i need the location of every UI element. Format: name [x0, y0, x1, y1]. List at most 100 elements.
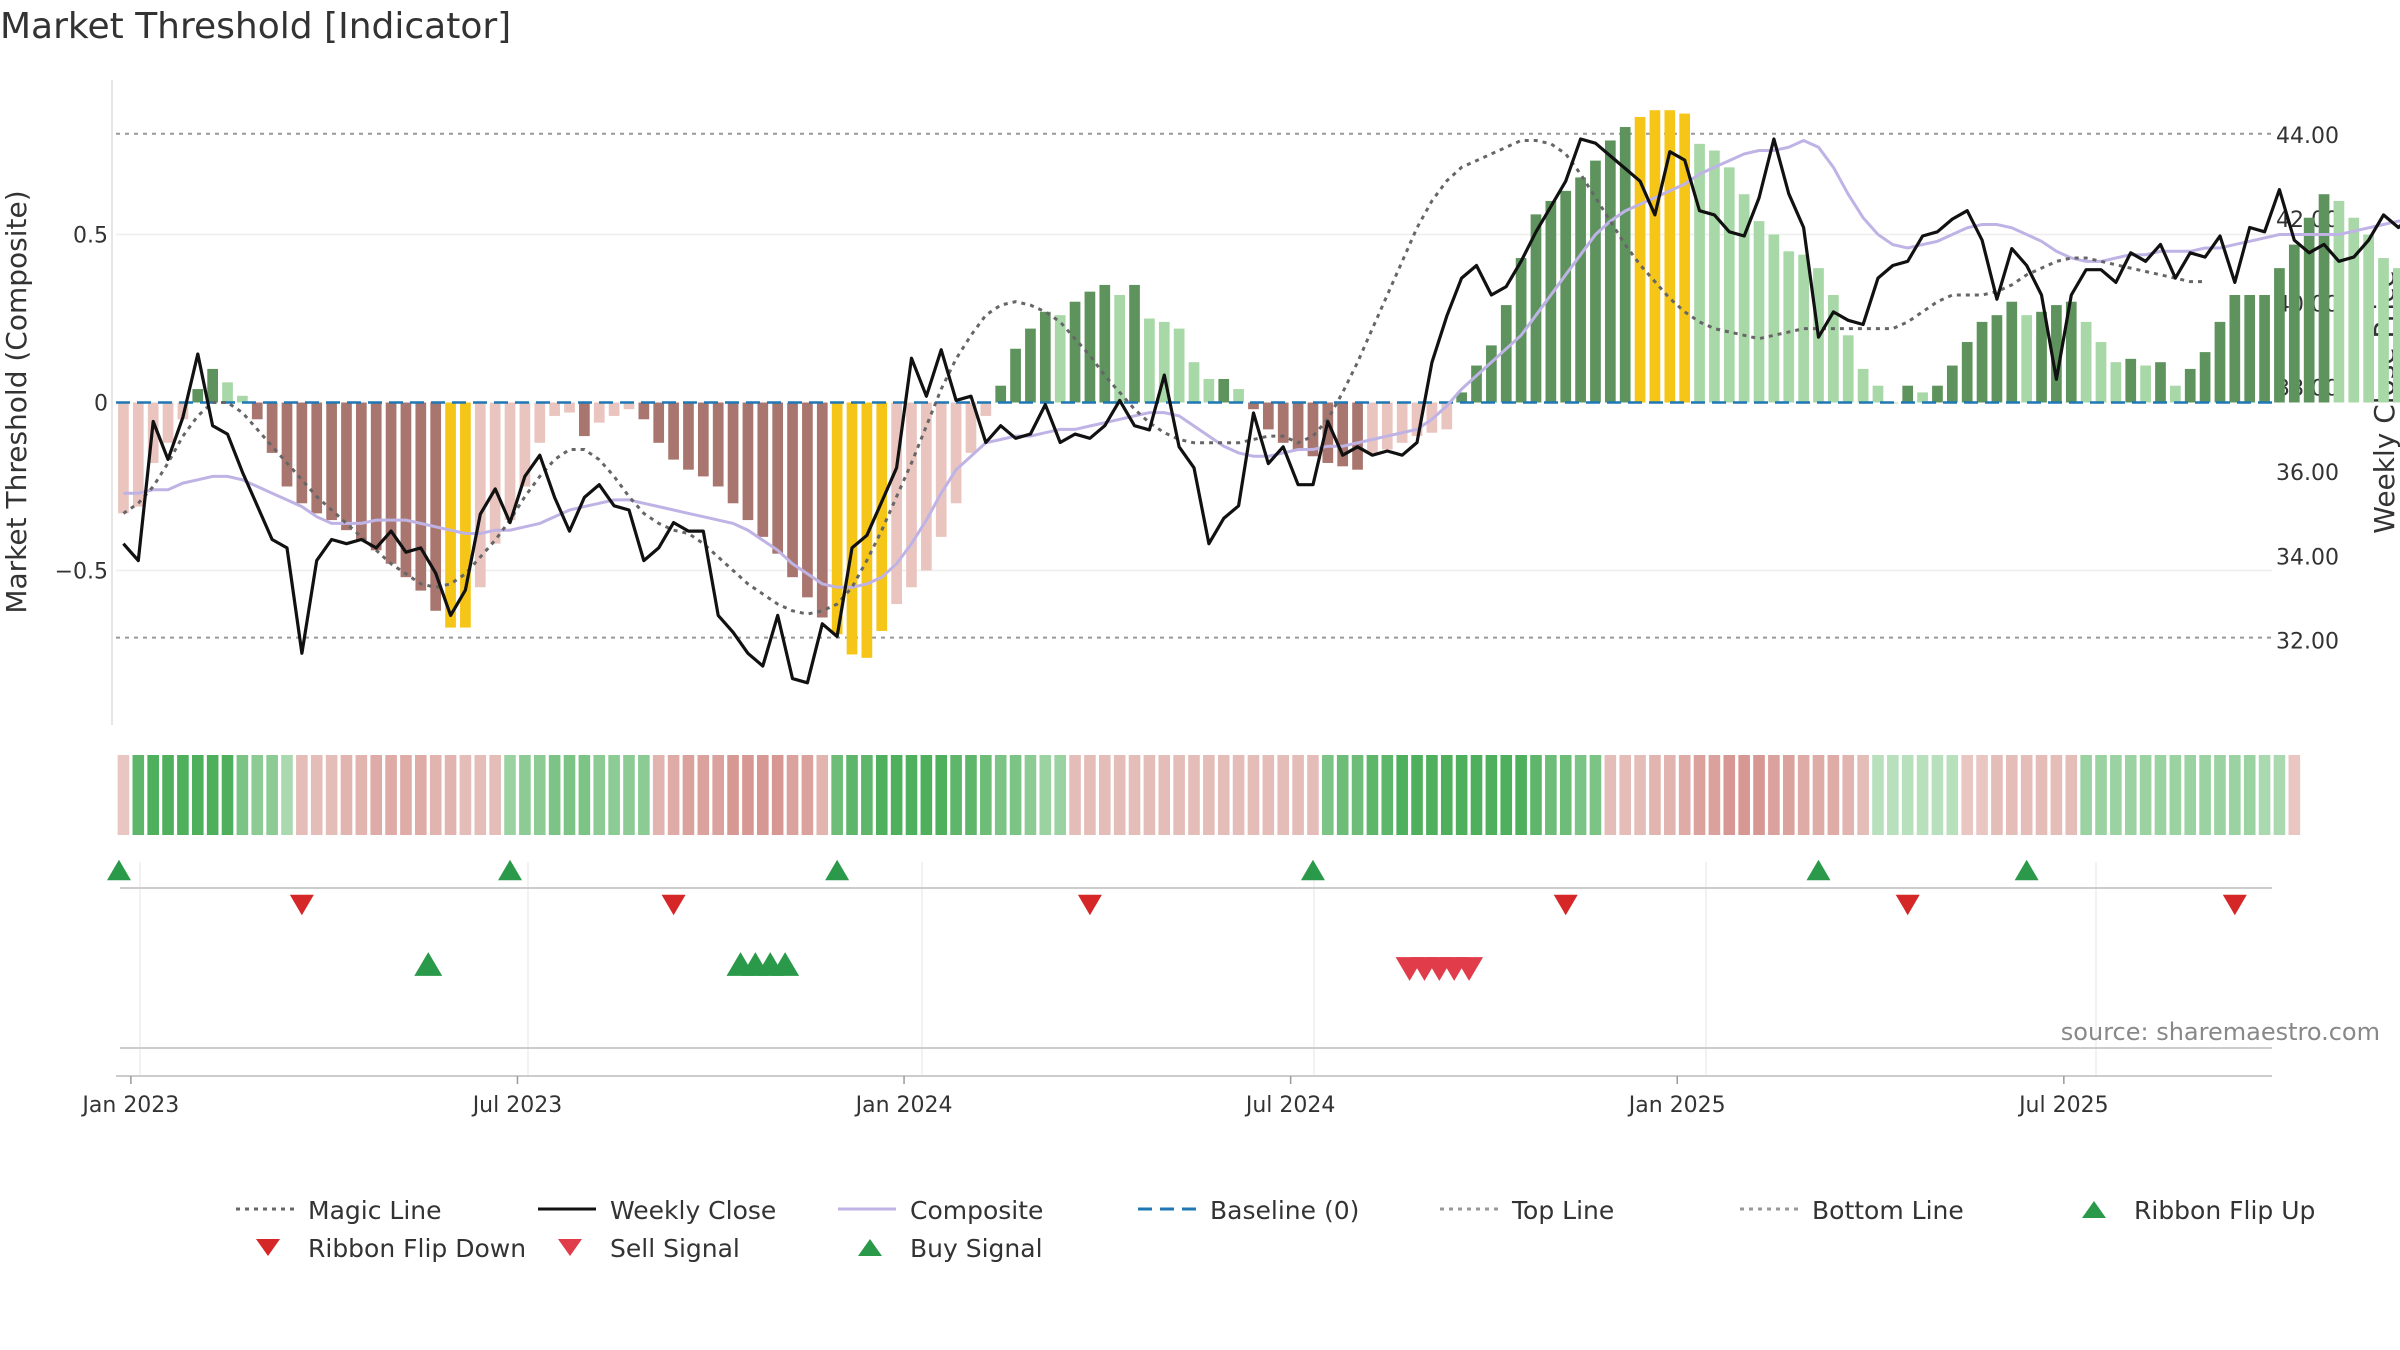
composite-bar [1694, 143, 1705, 403]
ribbon-cell [1336, 755, 1349, 835]
ribbon-cell [444, 755, 457, 835]
composite-bar [1114, 295, 1126, 403]
ribbon-cell [1738, 755, 1750, 835]
ribbon-cell [846, 755, 858, 835]
composite-bar [1471, 365, 1482, 403]
ribbon-cell [786, 755, 799, 835]
composite-bar [1188, 362, 1200, 403]
composite-bar [1322, 402, 1334, 463]
ribbon-cell [162, 755, 174, 835]
ribbon-cell [905, 755, 918, 835]
ribbon-cell [742, 755, 754, 835]
ribbon-flip-down-marker [1077, 894, 1102, 916]
composite-bar [1025, 328, 1036, 403]
ribbon-cell [831, 755, 843, 835]
composite-bar [1709, 150, 1720, 403]
ribbon-cell [2020, 755, 2033, 835]
ribbon-cell [861, 755, 873, 835]
composite-bar [2244, 295, 2256, 403]
composite-bar [311, 402, 323, 514]
ribbon-cell [1247, 755, 1260, 835]
y-left-axis-label: Market Threshold (Composite) [0, 190, 33, 613]
composite-bar [579, 402, 590, 437]
composite-bar [757, 402, 769, 537]
ribbon-cell [2184, 755, 2197, 835]
composite-bar [1248, 402, 1259, 410]
composite-bar [1144, 318, 1155, 403]
weekly-close-line [122, 137, 2400, 685]
ribbon-cell [697, 755, 710, 835]
ribbon-cell [132, 755, 145, 835]
composite-bar [1560, 190, 1572, 403]
legend-swatch [256, 1239, 280, 1256]
buy-signal-marker [771, 952, 800, 976]
ribbon-cell [1411, 755, 1423, 835]
ribbon-cell [459, 755, 472, 835]
ribbon-cell [177, 755, 189, 835]
composite-bar [935, 402, 947, 537]
ribbon-cell [1768, 755, 1780, 835]
composite-bar [1262, 402, 1274, 430]
y-left-tick-label: −0.5 [55, 559, 108, 584]
ribbon-cell [801, 755, 814, 835]
composite-bar [1619, 127, 1631, 403]
ribbon-cell [593, 755, 606, 835]
composite-bar [1441, 402, 1453, 430]
y-right-tick-label: 32.00 [2276, 630, 2339, 655]
ribbon-cell [727, 755, 739, 835]
ribbon-cell [1753, 755, 1765, 835]
ribbon-cell [2005, 755, 2018, 835]
ribbon-flip-down-marker [2222, 894, 2247, 916]
ribbon-flip-up-marker [1806, 859, 1831, 881]
ribbon-cell [1872, 755, 1884, 835]
composite-bar [1575, 177, 1586, 403]
composite-bar [489, 402, 501, 544]
ribbon-cell [117, 755, 130, 835]
ribbon-cell [757, 755, 769, 835]
composite-bar [1486, 345, 1497, 403]
ribbon-cell [1351, 755, 1364, 835]
ribbon-cell [1069, 755, 1081, 835]
composite-bar [1530, 214, 1542, 403]
composite-bar [118, 402, 129, 514]
composite-bar [430, 402, 442, 611]
composite-bar [1768, 234, 1780, 403]
y-right-tick-label: 34.00 [2276, 545, 2339, 570]
ribbon-cell [251, 755, 264, 835]
composite-bar [132, 402, 144, 507]
legend-label: Top Line [1511, 1196, 1614, 1225]
ribbon-cell [1307, 755, 1319, 835]
ribbon-cell [1173, 755, 1185, 835]
composite-bar [772, 402, 784, 554]
composite-bar [400, 402, 412, 578]
chart-title: Market Threshold [Indicator] [0, 6, 511, 47]
ribbon-cell [1827, 755, 1840, 835]
ribbon-cell [1708, 755, 1721, 835]
composite-bar [1604, 140, 1616, 403]
composite-bar [653, 402, 665, 443]
ribbon-cell [1217, 755, 1230, 835]
composite-bar [1292, 402, 1304, 450]
composite-bar [2036, 311, 2047, 403]
composite-bar [1872, 385, 1884, 403]
ribbon-cell [281, 755, 293, 835]
legend-label: Magic Line [308, 1196, 442, 1225]
ribbon-cell [1991, 755, 2003, 835]
ribbon-cell [206, 755, 219, 835]
composite-bar [2095, 342, 2107, 403]
ribbon-cell [638, 755, 650, 835]
composite-bar [742, 402, 754, 521]
composite-bar [1723, 167, 1735, 403]
signal-panel [106, 859, 2272, 1075]
composite-bar [207, 368, 219, 403]
ribbon-cell [2288, 755, 2301, 835]
x-tick-label: Jul 2023 [471, 1093, 563, 1118]
composite-bar [995, 385, 1007, 403]
legend-label: Ribbon Flip Down [308, 1234, 526, 1263]
composite-bar [1798, 254, 1809, 403]
buy-signal-marker [414, 952, 443, 976]
ribbon-cell [1113, 755, 1126, 835]
composite-bar [549, 402, 560, 416]
ribbon-cell [875, 755, 888, 835]
composite-bar [668, 402, 679, 460]
